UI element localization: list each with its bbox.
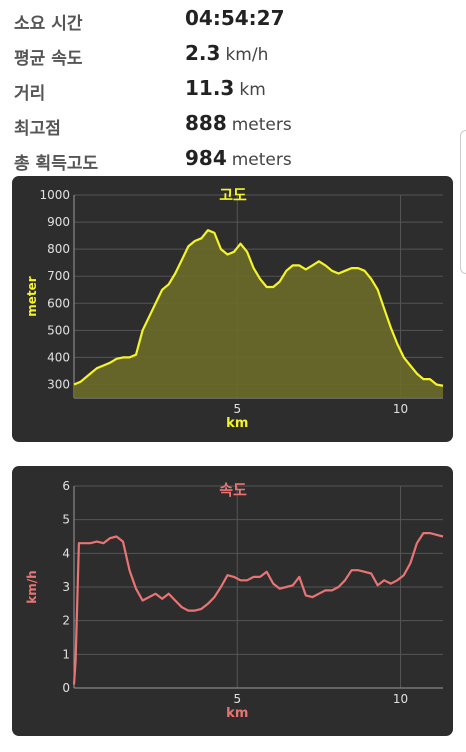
y-tick-label: 4: [62, 546, 70, 560]
y-axis-label: meter: [25, 276, 39, 317]
stats-panel: 소요 시간 04:54:27 평균 속도 2.3 km/h 거리 11.3 km 최…: [14, 4, 454, 179]
y-tick-label: 1000: [39, 188, 70, 202]
y-tick-label: 0: [62, 681, 70, 695]
stat-label: 최고점: [14, 119, 61, 139]
series-line: [72, 531, 444, 685]
y-tick-label: 6: [62, 479, 70, 493]
y-tick-label: 700: [47, 269, 70, 283]
y-tick-label: 800: [47, 242, 70, 256]
x-axis-label: km: [226, 706, 248, 721]
elevation-chart: 300 400 500 600 700 800 900 1000 5 10 고도 km meter: [25, 186, 444, 431]
y-tick-label: 600: [47, 296, 70, 310]
speed-chart: 0 1 2 3 4 5 6 5 10 속도 km km/h: [25, 479, 444, 721]
chart-title: 고도: [219, 186, 247, 204]
x-tick-label: 5: [233, 402, 241, 416]
stat-value: 888 meters: [185, 111, 292, 135]
stat-row-distance: 거리 11.3 km: [14, 74, 454, 109]
stat-row-avg-speed: 평균 속도 2.3 km/h: [14, 39, 454, 74]
elevation-chart-card: 300 400 500 600 700 800 900 1000 5 10 고도 km meter: [12, 176, 453, 442]
x-tick-label: 10: [393, 692, 408, 706]
y-tick-label: 2: [62, 614, 70, 628]
y-tick-label: 500: [47, 323, 70, 337]
stat-value: 11.3 km: [185, 76, 266, 100]
side-handle[interactable]: [460, 130, 466, 274]
stat-value: 2.3 km/h: [185, 41, 269, 65]
stat-row-duration: 소요 시간 04:54:27: [14, 4, 454, 39]
stat-value: 984 meters: [185, 146, 292, 170]
stat-label: 소요 시간: [14, 14, 83, 34]
stat-row-total-gain: 총 획득고도 984 meters: [14, 144, 454, 179]
stat-value: 04:54:27: [185, 6, 285, 30]
y-tick-label: 5: [62, 513, 70, 527]
stat-label: 거리: [14, 84, 46, 104]
x-axis-label: km: [226, 416, 248, 431]
speed-chart-card: 0 1 2 3 4 5 6 5 10 속도 km km/h: [12, 466, 453, 736]
x-tick-label: 10: [393, 402, 408, 416]
y-tick-label: 400: [47, 350, 70, 364]
y-tick-label: 900: [47, 215, 70, 229]
y-tick-label: 3: [62, 580, 70, 594]
y-tick-label: 1: [62, 647, 70, 661]
y-axis-label: km/h: [25, 570, 39, 603]
x-tick-label: 5: [233, 692, 241, 706]
series-line: [73, 229, 444, 387]
series-area: [74, 230, 443, 398]
y-tick-label: 300: [47, 377, 70, 391]
stat-label: 총 획득고도: [14, 154, 99, 174]
chart-title: 속도: [219, 481, 247, 499]
stat-label: 평균 속도: [14, 49, 83, 69]
stat-row-max-elevation: 최고점 888 meters: [14, 109, 454, 144]
